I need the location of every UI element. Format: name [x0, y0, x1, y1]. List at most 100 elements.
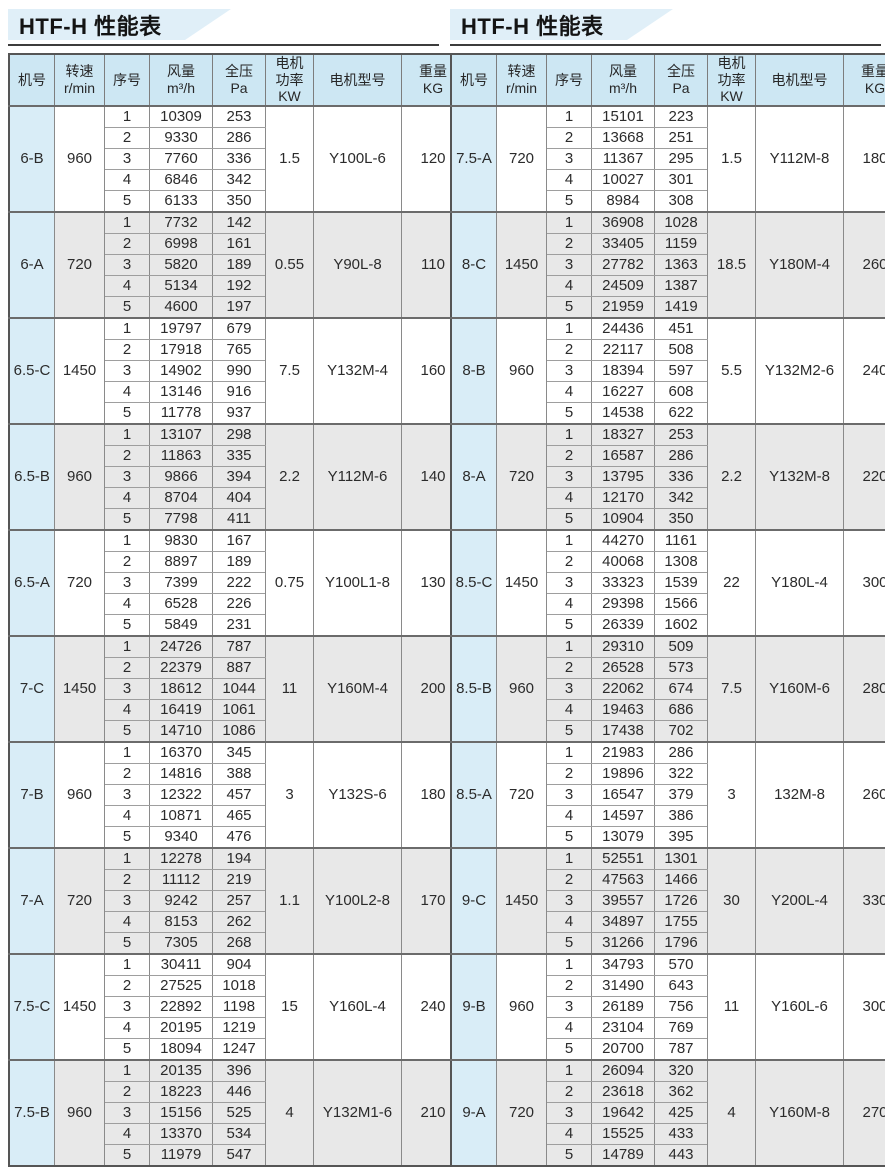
data-row: 4 24509 1387 [451, 274, 885, 297]
flow-cell: 39557 [591, 889, 655, 912]
pressure-cell: 547 [212, 1143, 266, 1167]
seq-cell: 4 [546, 1016, 592, 1039]
data-row: 5 14789 443 [451, 1143, 885, 1167]
speed-cell: 1450 [496, 846, 547, 955]
power-cell: 1.5 [707, 104, 756, 213]
seq-cell: 4 [546, 592, 592, 615]
pressure-cell: 189 [212, 253, 266, 276]
table-body: 6-B 960 1 10309 253 1.5 Y100L-6 120 2 9330 286 3 776… [8, 104, 466, 1167]
data-row: 3 26189 756 [451, 995, 885, 1018]
flow-cell: 22062 [591, 677, 655, 700]
data-row: 4 14597 386 [451, 804, 885, 827]
flow-cell: 9866 [149, 465, 213, 488]
flow-cell: 16370 [149, 740, 213, 764]
column-header-seq: 序号 [104, 53, 150, 107]
seq-cell: 5 [104, 1143, 150, 1167]
pressure-cell: 395 [654, 825, 708, 849]
seq-cell: 5 [104, 295, 150, 319]
flow-cell: 31266 [591, 931, 655, 955]
flow-cell: 10904 [591, 507, 655, 531]
seq-cell: 4 [546, 1122, 592, 1145]
flow-cell: 29398 [591, 592, 655, 615]
weight-cell: 300 [843, 952, 885, 1061]
seq-cell: 5 [546, 1037, 592, 1061]
data-row: 3 13795 336 [451, 465, 885, 488]
motor-model-cell: Y160L-6 [755, 952, 844, 1061]
data-row: 3 22062 674 [451, 677, 885, 700]
seq-cell: 4 [104, 274, 150, 297]
column-header-flow: 风量 m³/h [591, 53, 655, 107]
seq-cell: 4 [546, 910, 592, 933]
pressure-cell: 1247 [212, 1037, 266, 1061]
seq-cell: 3 [546, 147, 592, 170]
fan-model-cell: 8-A [450, 422, 497, 531]
flow-cell: 13668 [591, 126, 655, 149]
motor-model-cell: Y132S-6 [313, 740, 402, 849]
pressure-cell: 253 [212, 104, 266, 128]
seq-cell: 1 [546, 952, 592, 976]
seq-cell: 5 [104, 825, 150, 849]
page-title: HTF-H 性能表 [8, 9, 231, 40]
power-cell: 1.5 [265, 104, 314, 213]
flow-cell: 36908 [591, 210, 655, 234]
flow-cell: 14710 [149, 719, 213, 743]
pressure-cell: 476 [212, 825, 266, 849]
fan-model-cell: 9-A [450, 1058, 497, 1167]
pressure-cell: 425 [654, 1101, 708, 1124]
data-row: 4 29398 1566 [451, 592, 885, 615]
seq-cell: 3 [104, 571, 150, 594]
speed-cell: 1450 [54, 634, 105, 743]
flow-cell: 9340 [149, 825, 213, 849]
data-row: 4 10871 465 [9, 804, 465, 827]
flow-cell: 11367 [591, 147, 655, 170]
pressure-cell: 257 [212, 889, 266, 912]
fan-model-cell: 8.5-B [450, 634, 497, 743]
pressure-cell: 916 [212, 380, 266, 403]
pressure-cell: 219 [212, 868, 266, 891]
pressure-cell: 1419 [654, 295, 708, 319]
data-row: 4 13370 534 [9, 1122, 465, 1145]
pressure-cell: 686 [654, 698, 708, 721]
power-cell: 2.2 [265, 422, 314, 531]
data-row: 6.5-C 1450 1 19797 679 7.5 Y132M-4 160 [8, 316, 466, 425]
fan-model-cell: 7-A [8, 846, 55, 955]
seq-cell: 4 [546, 274, 592, 297]
pressure-cell: 643 [654, 974, 708, 997]
seq-cell: 2 [104, 550, 150, 573]
data-row: 4 13146 916 [9, 380, 465, 403]
motor-model-cell: Y180L-4 [755, 528, 844, 637]
seq-cell: 2 [104, 656, 150, 679]
seq-cell: 5 [104, 507, 150, 531]
pressure-cell: 388 [212, 762, 266, 785]
pressure-cell: 1198 [212, 995, 266, 1018]
data-row: 5 17438 702 [451, 719, 885, 743]
flow-cell: 19797 [149, 316, 213, 340]
speed-cell: 720 [496, 422, 547, 531]
motor-model-cell: Y160M-6 [755, 634, 844, 743]
flow-cell: 21959 [591, 295, 655, 319]
pressure-cell: 1161 [654, 528, 708, 552]
power-cell: 1.1 [265, 846, 314, 955]
flow-cell: 10871 [149, 804, 213, 827]
title-underline [8, 44, 439, 46]
performance-panel-right: HTF-H 性能表 机号 转速 r/min 序号 风量 m³/h 全压 Pa 电机 功率 … [450, 9, 885, 1167]
data-row: 2 22117 508 [451, 338, 885, 361]
pressure-cell: 1755 [654, 910, 708, 933]
flow-cell: 33323 [591, 571, 655, 594]
power-cell: 0.75 [265, 528, 314, 637]
pressure-cell: 223 [654, 104, 708, 128]
fan-model-cell: 6.5-C [8, 316, 55, 425]
column-header-motor: 电机型号 [755, 53, 844, 107]
speed-cell: 720 [496, 1058, 547, 1167]
pressure-cell: 1566 [654, 592, 708, 615]
pressure-cell: 1308 [654, 550, 708, 573]
data-row: 3 18394 597 [451, 359, 885, 382]
seq-cell: 2 [546, 656, 592, 679]
data-row: 4 6846 342 [9, 168, 465, 191]
seq-cell: 3 [546, 1101, 592, 1124]
flow-cell: 26094 [591, 1058, 655, 1082]
pressure-cell: 189 [212, 550, 266, 573]
